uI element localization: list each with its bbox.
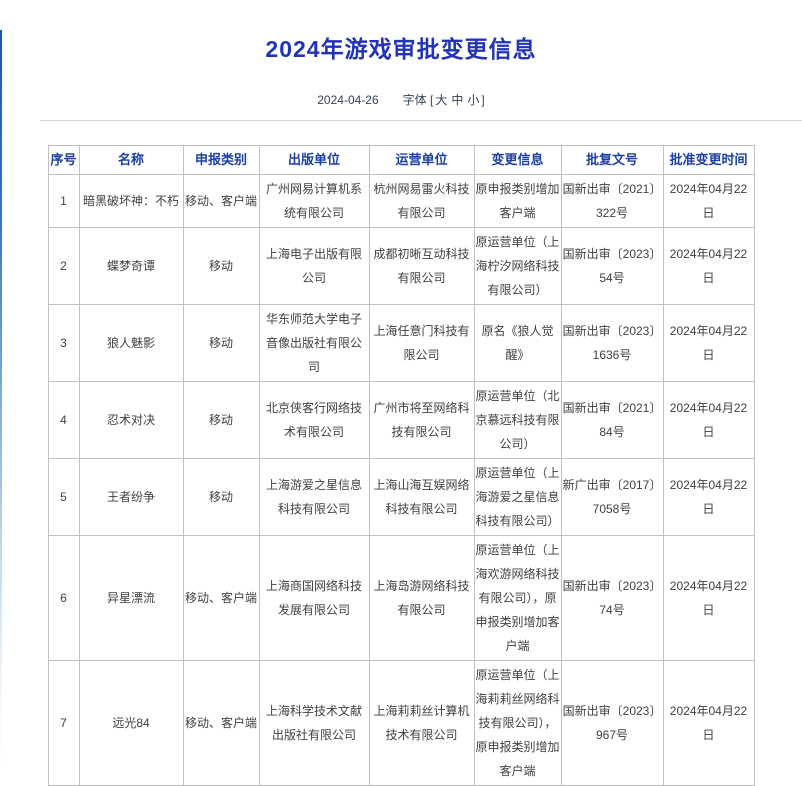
col-header-no: 序号 [47,145,80,175]
cell-category: 移动、客户端 [182,174,260,228]
cell-publisher: 广州网易计算机系统有限公司 [258,174,370,228]
table-row: 6 异星漂流 移动、客户端 上海商国网络科技发展有限公司 上海岛游网络科技有限公司 原运营… [47,535,755,661]
cell-category: 移动 [182,381,260,459]
cell-approval-no: 国新出审〔2023〕967号 [560,660,664,786]
table-row: 1 暗黑破坏神：不朽 移动、客户端 广州网易计算机系统有限公司 杭州网易雷火科技有限公司… [47,174,755,228]
left-accent-bar [0,30,2,770]
cell-approved-date: 2024年04月22日 [662,660,755,786]
cell-change: 原运营单位（上海莉莉丝网络科技有限公司），原申报类别增加客户端 [473,660,562,786]
cell-approval-no: 国新出审〔2023〕54号 [560,227,664,305]
cell-publisher: 北京侠客行网络技术有限公司 [258,381,370,459]
cell-approved-date: 2024年04月22日 [662,535,755,661]
cell-no: 1 [47,174,80,228]
cell-change: 原运营单位（北京慕远科技有限公司） [473,381,562,459]
cell-category: 移动 [182,304,260,382]
cell-approval-no: 国新出审〔2021〕322号 [560,174,664,228]
table-row: 7 远光84 移动、客户端 上海科学技术文献出版社有限公司 上海莉莉丝计算机技术有限公司… [47,660,755,786]
cell-operator: 成都初晰互动科技有限公司 [368,227,475,305]
cell-no: 5 [47,458,80,536]
cell-name: 忍术对决 [78,381,184,459]
cell-category: 移动、客户端 [182,535,260,661]
cell-name: 狼人魅影 [78,304,184,382]
table-header: 序号 名称 申报类别 出版单位 运营单位 变更信息 批复文号 批准变更时间 [47,145,755,175]
cell-operator: 上海岛游网络科技有限公司 [368,535,475,661]
col-header-name: 名称 [78,145,184,175]
table-row: 3 狼人魅影 移动 华东师范大学电子音像出版社有限公司 上海任意门科技有限公司 原名《狼人… [47,304,755,382]
col-header-operator: 运营单位 [368,145,475,175]
cell-approved-date: 2024年04月22日 [662,174,755,228]
cell-no: 2 [47,227,80,305]
cell-approved-date: 2024年04月22日 [662,381,755,459]
cell-operator: 上海莉莉丝计算机技术有限公司 [368,660,475,786]
header-separator [40,120,802,121]
cell-change: 原运营单位（上海欢游网络科技有限公司），原申报类别增加客户端 [473,535,562,661]
cell-no: 6 [47,535,80,661]
cell-publisher: 上海电子出版有限公司 [258,227,370,305]
cell-change: 原运营单位（上海柠汐网络科技有限公司） [473,227,562,305]
cell-name: 王者纷争 [78,458,184,536]
cell-no: 3 [47,304,80,382]
cell-name: 远光84 [78,660,184,786]
cell-approved-date: 2024年04月22日 [662,458,755,536]
cell-operator: 广州市将至网络科技有限公司 [368,381,475,459]
cell-change: 原名《狼人觉醒》 [473,304,562,382]
col-header-approved-date: 批准变更时间 [662,145,755,175]
col-header-publisher: 出版单位 [258,145,370,175]
font-size-medium[interactable]: 中 [451,93,464,107]
cell-no: 4 [47,381,80,459]
cell-name: 异星漂流 [78,535,184,661]
cell-approval-no: 国新出审〔2023〕1636号 [560,304,664,382]
cell-publisher: 上海商国网络科技发展有限公司 [258,535,370,661]
font-bracket-open: [ [430,93,434,107]
font-bracket-close: ] [481,93,485,107]
table-row: 2 蝶梦奇谭 移动 上海电子出版有限公司 成都初晰互动科技有限公司 原运营单位（上海柠汐网… [47,227,755,305]
table-row: 4 忍术对决 移动 北京侠客行网络技术有限公司 广州市将至网络科技有限公司 原运营单位（北… [47,381,755,459]
cell-operator: 杭州网易雷火科技有限公司 [368,174,475,228]
cell-approval-no: 国新出审〔2023〕74号 [560,535,664,661]
cell-category: 移动、客户端 [182,660,260,786]
font-size-large[interactable]: 大 [435,93,448,107]
publish-date: 2024-04-26 [317,93,379,107]
cell-name: 暗黑破坏神：不朽 [78,174,184,228]
cell-publisher: 上海科学技术文献出版社有限公司 [258,660,370,786]
font-size-label: 字体 [402,93,427,107]
meta-line: 2024-04-26 字体 [大中小] [0,91,802,108]
cell-category: 移动 [182,227,260,305]
page-title: 2024年游戏审批变更信息 [265,36,537,62]
cell-no: 7 [47,660,80,786]
cell-operator: 上海任意门科技有限公司 [368,304,475,382]
cell-approval-no: 国新出审〔2021〕84号 [560,381,664,459]
col-header-category: 申报类别 [182,145,260,175]
col-header-change: 变更信息 [473,145,562,175]
table-row: 5 王者纷争 移动 上海游爱之星信息科技有限公司 上海山海互娱网络科技有限公司 原运营单位… [47,458,755,536]
cell-approved-date: 2024年04月22日 [662,304,755,382]
cell-operator: 上海山海互娱网络科技有限公司 [368,458,475,536]
table-body: 1 暗黑破坏神：不朽 移动、客户端 广州网易计算机系统有限公司 杭州网易雷火科技有限公司… [47,174,755,786]
page: { "header": { "title": "2024年游戏审批变更信息", … [0,30,802,786]
cell-change: 原运营单位（上海游爱之星信息科技有限公司） [473,458,562,536]
table-header-row: 序号 名称 申报类别 出版单位 运营单位 变更信息 批复文号 批准变更时间 [47,145,755,175]
cell-approved-date: 2024年04月22日 [662,227,755,305]
font-size-small[interactable]: 小 [467,93,480,107]
col-header-approval-no: 批复文号 [560,145,664,175]
cell-publisher: 华东师范大学电子音像出版社有限公司 [258,304,370,382]
cell-name: 蝶梦奇谭 [78,227,184,305]
cell-category: 移动 [182,458,260,536]
cell-publisher: 上海游爱之星信息科技有限公司 [258,458,370,536]
cell-approval-no: 新广出审〔2017〕7058号 [560,458,664,536]
cell-change: 原申报类别增加客户端 [473,174,562,228]
